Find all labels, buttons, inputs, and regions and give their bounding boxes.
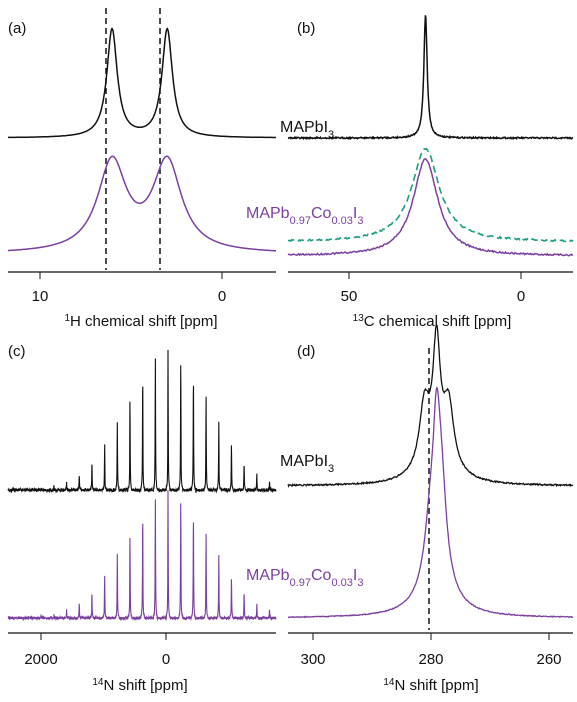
panel-label-b: (b) <box>297 20 315 37</box>
sample-label-b-mapbi3: MAPbI3 <box>280 119 334 141</box>
panel-d: (d) MAPbI3 MAPb0.97Co0.03I3 300 280 260 … <box>246 324 574 695</box>
mapbco-d-sub1: 0.97 <box>290 577 311 589</box>
x-axis-label-d-main: N shift [ppm] <box>394 677 478 694</box>
series-line-b-dashed <box>288 147 574 243</box>
series-line-b-mapbco <box>287 158 574 257</box>
x-axis-label-b-main: C chemical shift [ppm] <box>364 313 512 330</box>
x-axis-label-d: 14N shift [ppm] <box>383 677 478 695</box>
mapbco-d-a: MAPb <box>246 567 290 584</box>
sample-label-d-mapbco: MAPb0.97Co0.03I3 <box>246 567 363 589</box>
x-axis-label-c-main: N shift [ppm] <box>103 677 187 694</box>
series-line-c-mapbco <box>7 490 277 622</box>
x-axis-label-b-sup: 13 <box>353 313 365 324</box>
x-axis-label-a-main: H chemical shift [ppm] <box>70 313 218 330</box>
panel-a: (a) 10 0 1H chemical shift [ppm] <box>8 8 276 330</box>
panel-label-c: (c) <box>8 343 26 360</box>
series-line-a-mapbi3 <box>8 27 276 139</box>
panel-label-a: (a) <box>8 20 26 37</box>
x-axis-label-a-sup: 1 <box>64 313 70 324</box>
sample-label-d-mapbi3: MAPbI3 <box>280 453 334 475</box>
x-axis-label-a: 1H chemical shift [ppm] <box>64 313 217 331</box>
mapbco-d-sub2: 0.03 <box>331 577 352 589</box>
mapbi3-d-sub: 3 <box>328 463 334 475</box>
mapbco-b-c: I <box>353 205 357 222</box>
tick-label-b-0: 0 <box>517 288 525 305</box>
mapbco-b-sub3: 3 <box>357 215 363 227</box>
mapbco-b-sub2: 0.03 <box>331 215 352 227</box>
tick-label-a-10: 10 <box>32 288 49 305</box>
tick-label-d-260: 260 <box>536 651 561 668</box>
sample-label-b-mapbco: MAPb0.97Co0.03I3 <box>246 205 363 227</box>
mapbi3-b-sub: 3 <box>328 129 334 141</box>
mapbi3-d-main: MAPbI <box>280 453 328 470</box>
tick-label-d-280: 280 <box>418 651 443 668</box>
series-line-c-mapbi3 <box>7 349 277 494</box>
mapbco-b-b: Co <box>311 205 332 222</box>
series-line-d-mapbco <box>287 386 574 619</box>
mapbco-d-b: Co <box>311 567 332 584</box>
tick-label-b-50: 50 <box>341 288 358 305</box>
mapbco-d-sub3: 3 <box>357 577 363 589</box>
x-axis-label-c: 14N shift [ppm] <box>92 677 187 695</box>
series-line-a-mapbco <box>8 155 276 252</box>
x-axis-label-c-sup: 14 <box>92 677 104 688</box>
tick-label-d-300: 300 <box>300 651 325 668</box>
x-axis-label-b: 13C chemical shift [ppm] <box>353 313 512 331</box>
series-line-b-mapbi3 <box>287 15 574 141</box>
series-line-d-mapbi3 <box>287 324 574 488</box>
mapbco-b-sub1: 0.97 <box>290 215 311 227</box>
mapbco-b-a: MAPb <box>246 205 290 222</box>
mapbco-d-c: I <box>353 567 357 584</box>
panel-b: (b) MAPbI3 MAPb0.97Co0.03I3 50 0 13C che… <box>246 15 574 331</box>
panel-c: (c) 2000 0 14N shift [ppm] <box>7 343 277 695</box>
mapbi3-b-main: MAPbI <box>280 119 328 136</box>
tick-label-c-2000: 2000 <box>24 651 57 668</box>
x-axis-label-d-sup: 14 <box>383 677 395 688</box>
tick-label-c-0: 0 <box>162 651 170 668</box>
panel-label-d: (d) <box>297 343 315 360</box>
tick-label-a-0: 0 <box>218 288 226 305</box>
